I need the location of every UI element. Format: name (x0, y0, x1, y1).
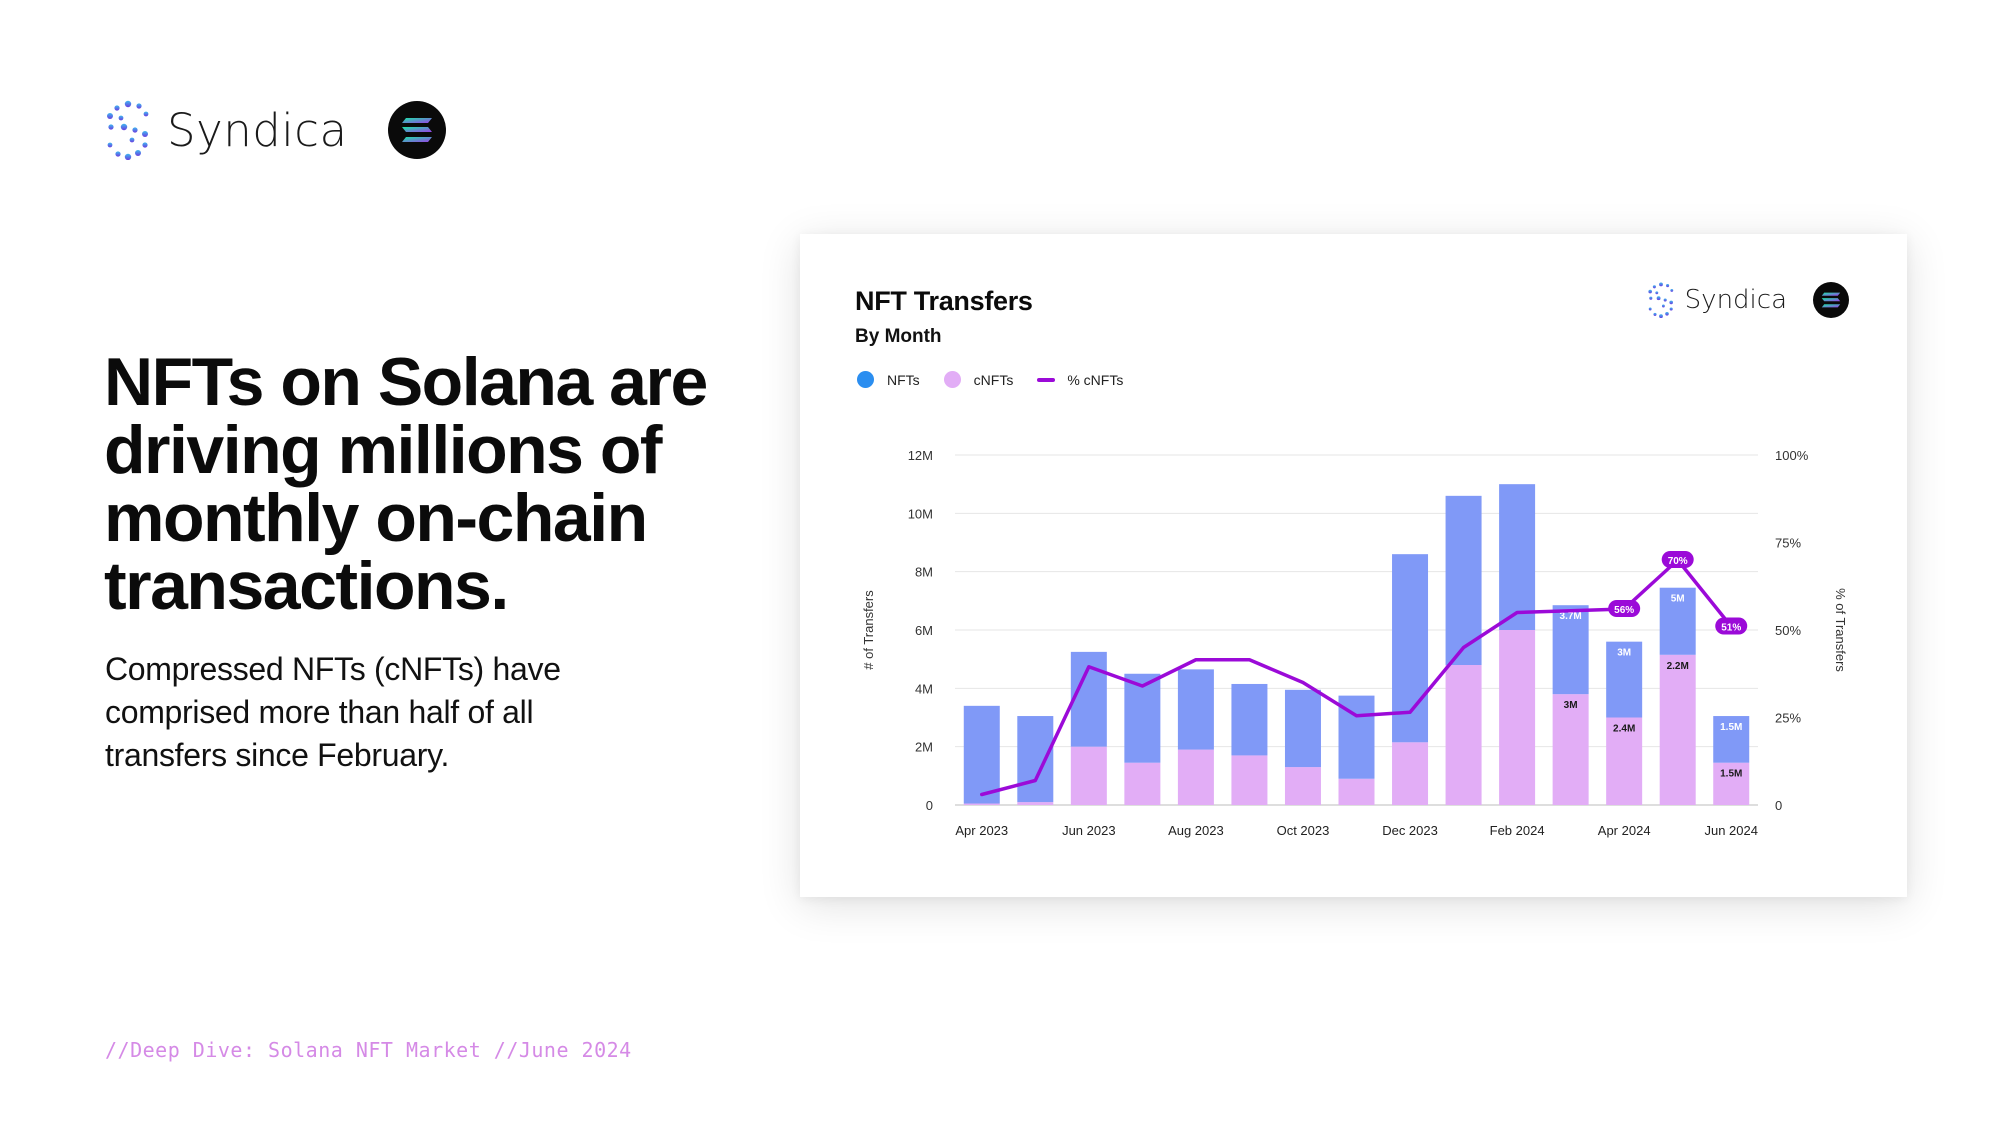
chart-title: NFT Transfers (855, 286, 1033, 316)
bar-cnfts (1231, 755, 1268, 805)
syndica-logo-icon (1647, 282, 1675, 318)
data-label-cnfts: 1.5M (1720, 769, 1742, 780)
x-tick-label: Apr 2023 (955, 823, 1008, 838)
pct-pill (1715, 617, 1748, 635)
y-tick-label: 12M (908, 448, 933, 463)
y-tick-label: 4M (915, 681, 933, 696)
x-tick-label: Feb 2024 (1490, 823, 1545, 838)
y2-tick-label: 50% (1775, 623, 1801, 638)
bar-nfts (1124, 673, 1161, 763)
line-pct-cnfts (980, 558, 1733, 797)
y-tick-label: 2M (915, 740, 933, 755)
card-brand: Syndica (1647, 282, 1849, 318)
brand-name: Syndica (167, 103, 348, 157)
chart-legend: NFTs cNFTs % cNFTs (857, 371, 1147, 388)
bar-cnfts (1284, 767, 1321, 805)
x-tick-label: Oct 2023 (1277, 823, 1330, 838)
y-tick-label: 6M (915, 623, 933, 638)
bar-nfts (963, 705, 1000, 804)
bar-cnfts (1445, 665, 1482, 805)
y2-tick-label: 25% (1775, 711, 1801, 726)
bar-cnfts (1659, 654, 1696, 805)
data-label-nfts: 1.5M (1720, 722, 1742, 733)
bar-nfts (1017, 716, 1054, 803)
bar-cnfts (1392, 742, 1429, 805)
bar-nfts (1284, 689, 1321, 768)
bar-nfts (1499, 484, 1536, 630)
y-tick-label: 8M (915, 565, 933, 580)
legend-label-cnfts: cNFTs (973, 371, 1014, 388)
data-label-pct-cnfts: 70% (1668, 556, 1688, 567)
bar-cnfts (1124, 762, 1161, 805)
pct-pill (1608, 600, 1641, 617)
solana-icon (1813, 282, 1849, 318)
bar-nfts (1177, 669, 1214, 750)
bar-nfts (1713, 716, 1750, 763)
bar-cnfts (963, 803, 1000, 805)
legend-swatch-cnfts (943, 371, 961, 388)
legend-swatch-nfts (857, 371, 874, 388)
pct-pill (1661, 551, 1694, 568)
headline: NFTs on Solana are driving millions of m… (104, 344, 708, 624)
bar-cnfts (1017, 802, 1054, 805)
x-tick-label: Aug 2023 (1168, 823, 1224, 838)
data-label-pct-cnfts: 56% (1614, 605, 1634, 616)
solana-icon (387, 101, 446, 159)
data-label-cnfts: 3M (1564, 700, 1578, 711)
y2-tick-label: 75% (1775, 536, 1801, 551)
chart-card: 0 2M 4M 6M 8M 10M 12M 0 25% 50% 75% 100% # of Transf… (800, 234, 1907, 897)
data-label-cnfts: 2.2M (1667, 661, 1689, 672)
y-axis-title: # of Transfers (861, 590, 876, 670)
data-label-nfts: 3M (1617, 648, 1631, 659)
card-brand-name: Syndica (1684, 285, 1787, 315)
legend-label-nfts: NFTs (887, 371, 920, 388)
legend-swatch-pct-cnfts (1037, 377, 1056, 382)
x-tick-label: Apr 2024 (1598, 823, 1651, 838)
footer-caption: //Deep Dive: Solana NFT Market //June 20… (105, 1038, 632, 1062)
legend-item-cnfts: cNFTs (943, 371, 1014, 388)
legend-label-pct-cnfts: % cNFTs (1067, 371, 1124, 388)
y2-axis-title: % of Transfers (1833, 588, 1848, 672)
bar-cnfts (1499, 630, 1536, 805)
bar-cnfts (1713, 762, 1750, 805)
y-tick-label: 0 (926, 798, 933, 813)
data-label-nfts: 3.7M (1560, 611, 1582, 622)
bar-cnfts (1338, 778, 1375, 805)
bar-nfts (1231, 683, 1268, 756)
y-tick-label: 10M (908, 506, 933, 521)
nft-transfers-chart: 0 2M 4M 6M 8M 10M 12M 0 25% 50% 75% 100% # of Transf… (861, 448, 1848, 838)
bar-cnfts (1070, 746, 1107, 805)
legend-item-nfts: NFTs (857, 371, 920, 388)
chart-subtitle: By Month (855, 326, 942, 347)
data-label-nfts: 5M (1671, 594, 1685, 605)
legend-item-pct-cnfts: % cNFTs (1037, 372, 1123, 388)
y2-tick-label: 0 (1775, 798, 1782, 813)
bar-nfts (1659, 587, 1696, 655)
data-label-pct-cnfts: 51% (1721, 623, 1741, 634)
bar-cnfts (1552, 694, 1589, 805)
data-label-cnfts: 2.4M (1613, 724, 1635, 735)
bar-nfts (1445, 495, 1482, 665)
subtext: Compressed NFTs (cNFTs) have comprised m… (105, 651, 561, 773)
syndica-logo-icon (105, 100, 151, 160)
brand-header: Syndica (105, 100, 446, 160)
bar-cnfts (1606, 717, 1643, 805)
bar-nfts (1552, 605, 1589, 695)
bar-nfts (1606, 641, 1643, 718)
bar-cnfts (1177, 749, 1214, 805)
x-tick-label: Dec 2023 (1382, 823, 1438, 838)
y2-tick-label: 100% (1775, 448, 1809, 463)
x-tick-label: Jun 2024 (1704, 823, 1758, 838)
x-tick-label: Jun 2023 (1062, 823, 1116, 838)
